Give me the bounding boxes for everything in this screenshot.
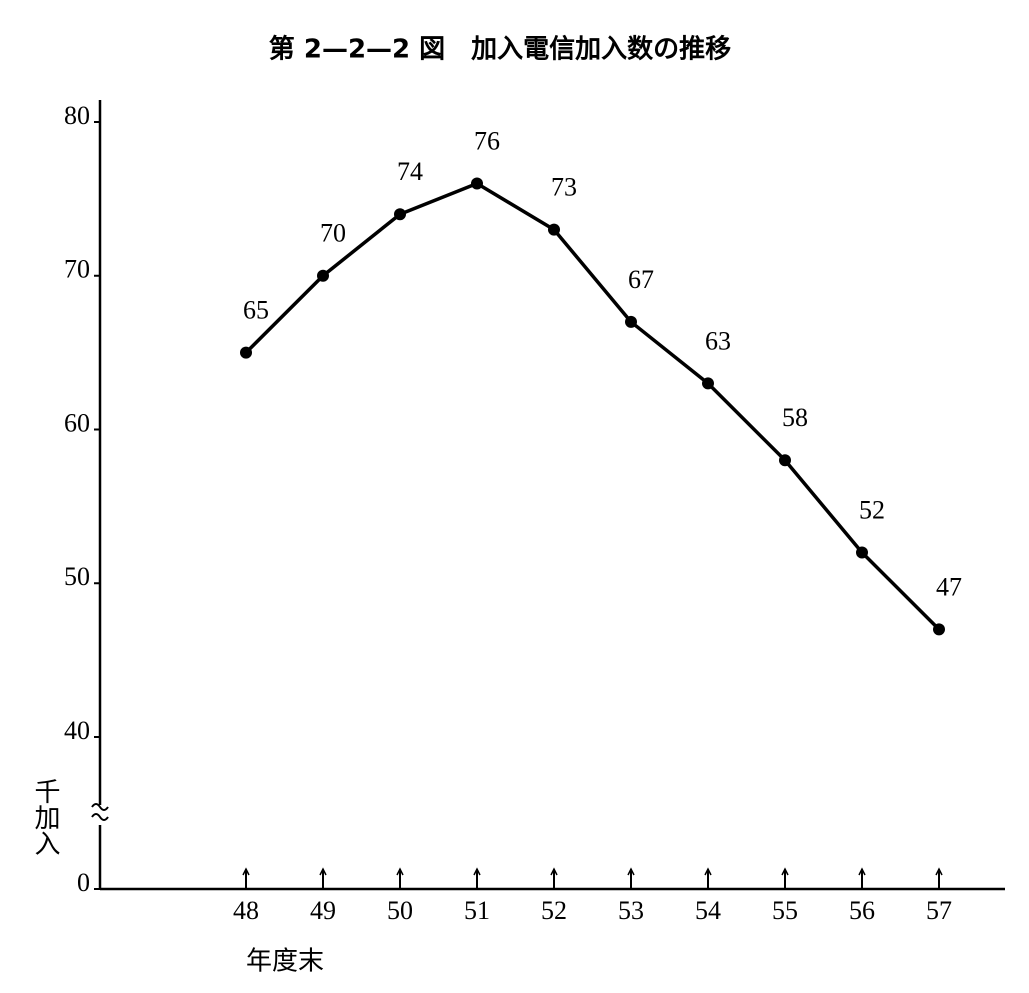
data-label: 58 bbox=[782, 403, 808, 432]
data-point bbox=[394, 208, 406, 221]
data-label: 76 bbox=[474, 126, 500, 155]
data-line bbox=[244, 181, 941, 631]
y-tick-label: 40 bbox=[64, 716, 90, 745]
x-tick-label: 57 bbox=[926, 896, 952, 925]
x-tick-arrow bbox=[781, 867, 789, 876]
data-point bbox=[240, 346, 252, 359]
x-tick-label: 55 bbox=[772, 896, 798, 925]
x-tick-label: 48 bbox=[233, 896, 259, 925]
data-point bbox=[317, 269, 329, 282]
y-tick-label: 0 bbox=[77, 868, 90, 897]
data-point bbox=[779, 454, 791, 467]
x-tick-arrow bbox=[319, 867, 327, 876]
y-tick-label: 60 bbox=[64, 408, 90, 437]
data-label: 52 bbox=[859, 495, 885, 524]
data-label: 47 bbox=[936, 572, 962, 601]
data-label: 67 bbox=[628, 265, 654, 294]
x-tick-arrow bbox=[396, 867, 404, 876]
y-tick-label: 80 bbox=[64, 101, 90, 130]
y-tick-label: 70 bbox=[64, 255, 90, 284]
x-tick-arrow bbox=[935, 867, 943, 876]
data-point bbox=[933, 623, 945, 636]
x-axis-label: 年度末 bbox=[246, 947, 324, 977]
x-tick-label: 50 bbox=[387, 896, 413, 925]
x-tick-arrow bbox=[704, 867, 712, 876]
data-label: 74 bbox=[397, 157, 423, 186]
y-tick-label: 50 bbox=[64, 562, 90, 591]
data-label: 70 bbox=[320, 219, 346, 248]
x-tick-arrow bbox=[550, 867, 558, 876]
x-tick-arrow bbox=[627, 867, 635, 876]
axis-break bbox=[91, 803, 109, 821]
chart-title: 第 2—2—2 図 加入電信加入数の推移 bbox=[269, 34, 731, 65]
x-tick-label: 51 bbox=[464, 896, 490, 925]
x-tick-arrow bbox=[242, 867, 250, 876]
data-point bbox=[548, 223, 560, 236]
data-point bbox=[625, 315, 637, 328]
data-point bbox=[856, 546, 868, 559]
x-tick-arrow bbox=[473, 867, 481, 876]
data-label: 65 bbox=[243, 296, 269, 325]
data-label: 63 bbox=[705, 326, 731, 355]
x-tick-label: 49 bbox=[310, 896, 336, 925]
data-point bbox=[471, 177, 483, 190]
data-label: 73 bbox=[551, 173, 577, 202]
x-tick-label: 53 bbox=[618, 896, 644, 925]
x-tick-label: 52 bbox=[541, 896, 567, 925]
data-point bbox=[702, 377, 714, 390]
x-tick-label: 54 bbox=[695, 896, 721, 925]
y-axis-label: 千加入 bbox=[30, 778, 60, 856]
x-tick-label: 56 bbox=[849, 896, 875, 925]
x-tick-arrow bbox=[858, 867, 866, 876]
